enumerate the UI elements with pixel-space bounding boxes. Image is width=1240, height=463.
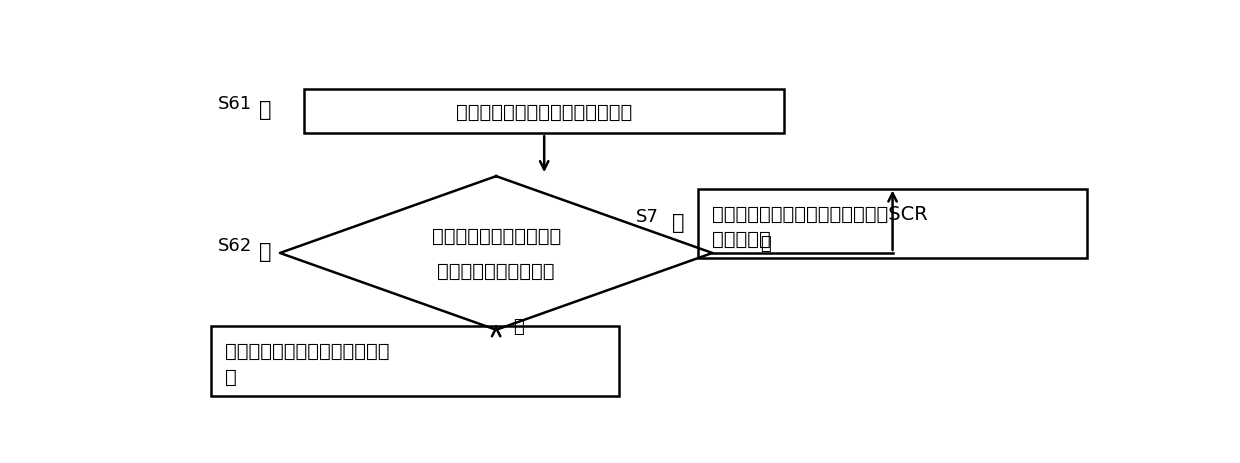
Text: S7: S7 [635, 207, 658, 225]
Text: ～: ～ [259, 242, 272, 262]
Text: S62: S62 [217, 237, 252, 255]
Bar [698, 189, 1087, 259]
Text: 统: 统 [226, 367, 237, 386]
Text: 否: 否 [760, 234, 771, 252]
Text: 后处理装置: 后处理装置 [712, 230, 771, 249]
Text: 判断结晶风险指数或排放: 判断结晶风险指数或排放 [432, 227, 560, 246]
Text: S61: S61 [217, 95, 252, 113]
Text: 根据温度模型将电池的能量分配给SCR: 根据温度模型将电池的能量分配给SCR [712, 204, 928, 223]
Text: 将电池的电量分配给车辆驱动系: 将电池的电量分配给车辆驱动系 [226, 341, 389, 360]
Text: 提升指数是否符合标准: 提升指数是否符合标准 [438, 261, 556, 280]
Text: 是: 是 [513, 318, 525, 336]
Text: ～: ～ [259, 100, 272, 120]
Bar [304, 89, 785, 134]
Bar [211, 326, 619, 396]
Text: 计算结晶风险指数和排放提升指数: 计算结晶风险指数和排放提升指数 [456, 102, 632, 121]
Text: ～: ～ [672, 212, 684, 232]
